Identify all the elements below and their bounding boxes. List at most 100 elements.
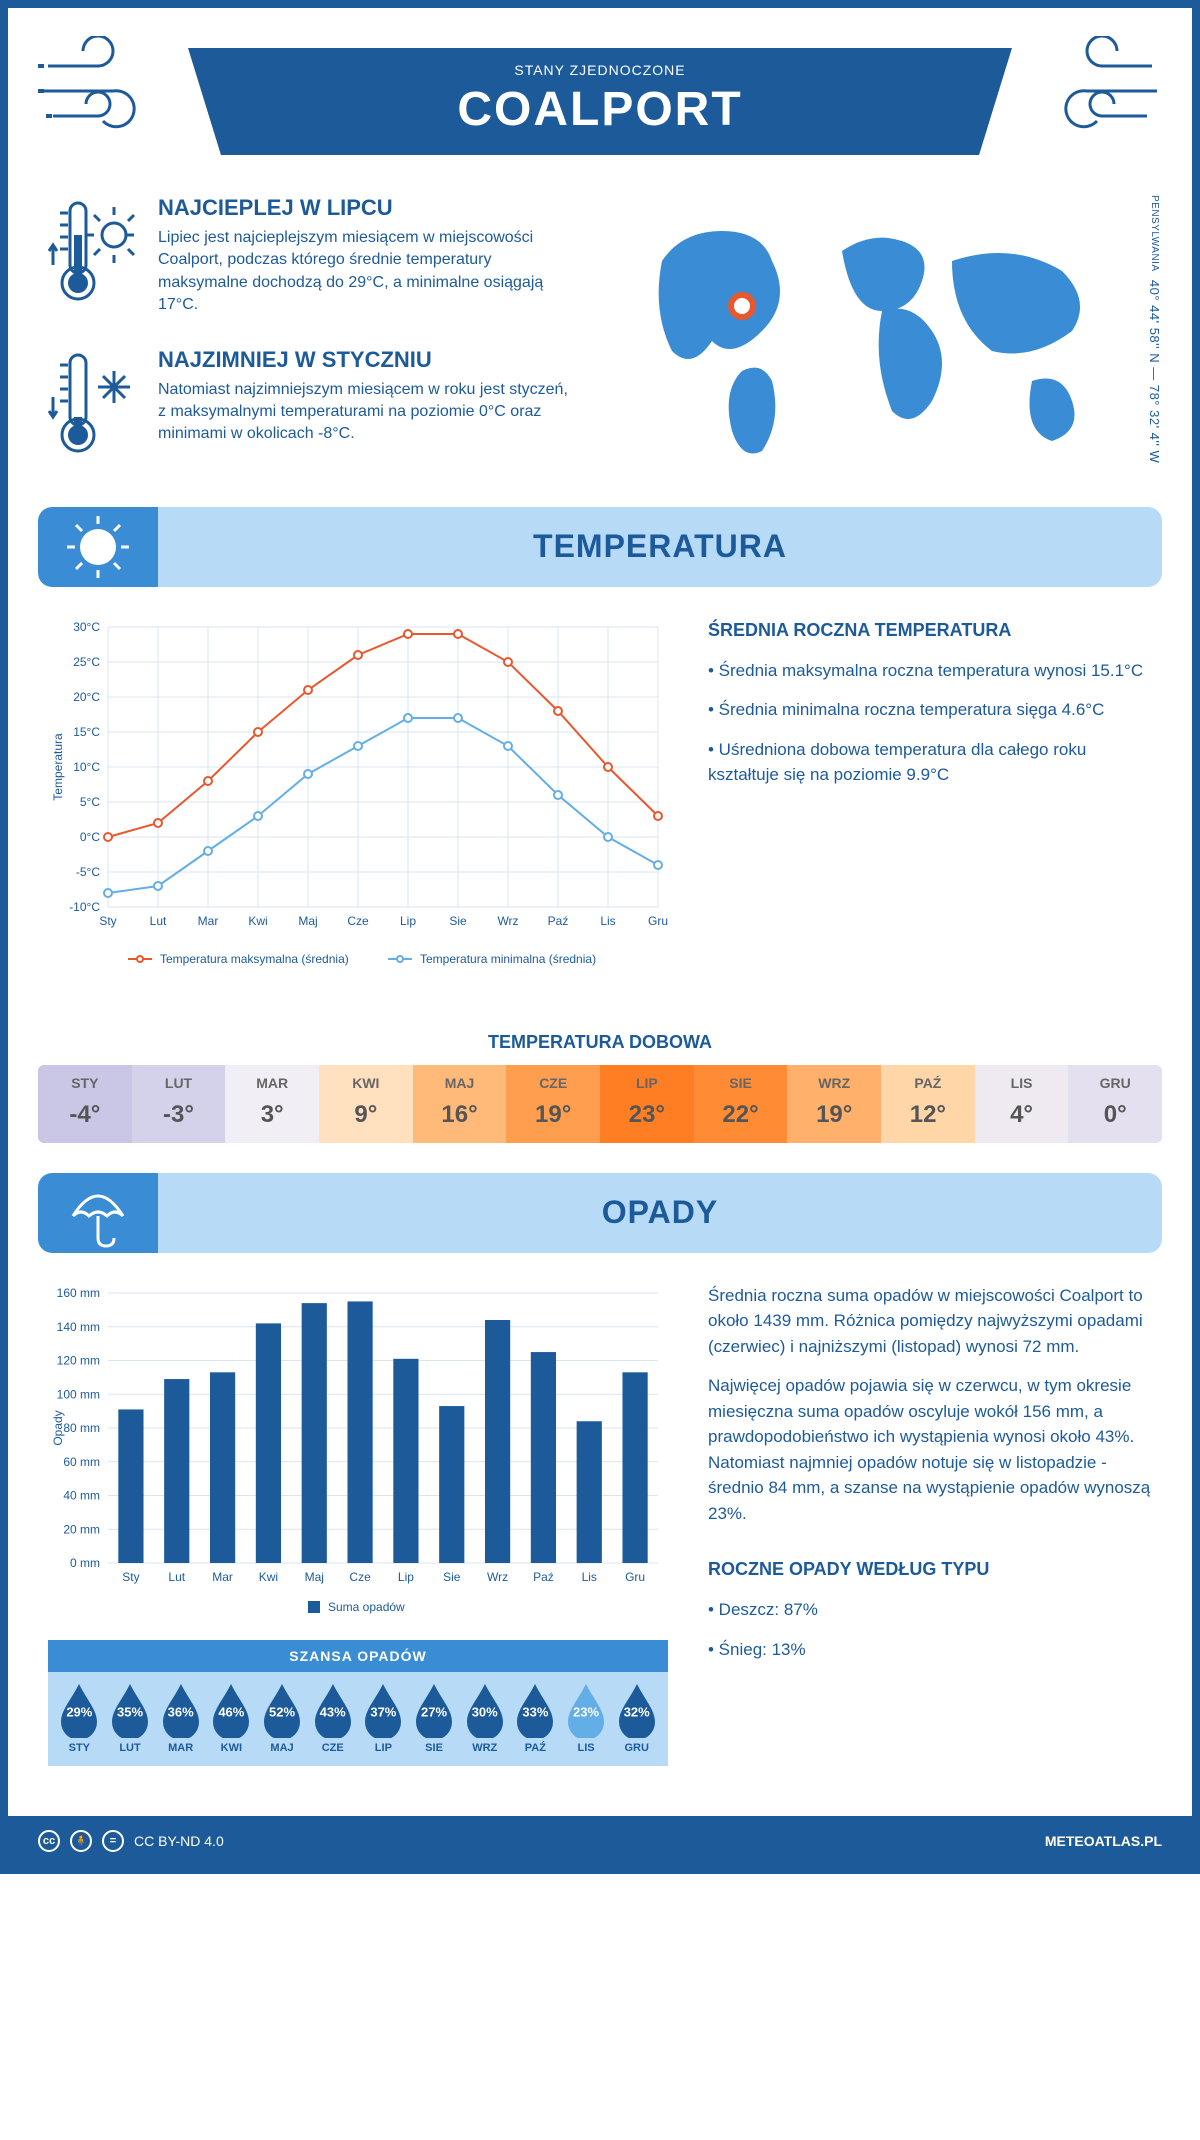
rain-chance-cell: 30%WRZ	[459, 1682, 510, 1754]
rain-chance-cell: 23%LIS	[561, 1682, 612, 1754]
precipitation-title: OPADY	[158, 1194, 1162, 1231]
daily-cell: LIP23°	[600, 1065, 694, 1143]
svg-text:Kwi: Kwi	[248, 914, 267, 928]
precip-by-type-title: ROCZNE OPADY WEDŁUG TYPU	[708, 1556, 1152, 1583]
rain-chance: SZANSA OPADÓW 29%STY35%LUT36%MAR46%KWI52…	[48, 1640, 668, 1766]
svg-text:Sie: Sie	[449, 914, 467, 928]
coordinates: PENSYLWANIA 40° 44' 58'' N — 78° 32' 4''…	[1147, 195, 1162, 463]
svg-text:Cze: Cze	[349, 1570, 371, 1584]
rain-chance-cell: 37%LIP	[358, 1682, 409, 1754]
svg-text:Lut: Lut	[168, 1570, 185, 1584]
license-text: CC BY-ND 4.0	[134, 1833, 224, 1849]
fact-hot-title: NAJCIEPLEJ W LIPCU	[158, 195, 578, 221]
svg-text:Wrz: Wrz	[497, 914, 518, 928]
svg-text:Lut: Lut	[150, 914, 167, 928]
rain-chance-cell: 32%GRU	[611, 1682, 662, 1754]
svg-text:Kwi: Kwi	[259, 1570, 278, 1584]
rain-chance-title: SZANSA OPADÓW	[48, 1640, 668, 1672]
svg-text:10°C: 10°C	[73, 760, 100, 774]
daily-cell: GRU0°	[1068, 1065, 1162, 1143]
fact-hot: NAJCIEPLEJ W LIPCU Lipiec jest najcieple…	[48, 195, 602, 317]
daily-cell: SIE22°	[694, 1065, 788, 1143]
temperature-line-chart: -10°C -5°C 0°C 5°C 10°C 15°C 20°C 25°C 30°C Sty Lu…	[48, 617, 668, 977]
license-block: cc 🧍 = CC BY-ND 4.0	[38, 1830, 224, 1852]
temperature-title: TEMPERATURA	[158, 528, 1162, 565]
precip-by-type-1: • Śnieg: 13%	[708, 1637, 1152, 1663]
svg-text:Sie: Sie	[443, 1570, 461, 1584]
daily-cell: WRZ19°	[787, 1065, 881, 1143]
svg-text:Gru: Gru	[625, 1570, 645, 1584]
page: COALPORT STANY ZJEDNOCZONE	[0, 0, 1200, 1874]
fact-hot-text: Lipiec jest najcieplejszym miesiącem w m…	[158, 227, 578, 317]
svg-text:-10°C: -10°C	[69, 900, 100, 914]
umbrella-icon	[63, 1178, 133, 1248]
svg-text:Maj: Maj	[305, 1570, 324, 1584]
svg-text:Lis: Lis	[600, 914, 615, 928]
svg-text:100 mm: 100 mm	[57, 1387, 100, 1401]
svg-text:Opady: Opady	[51, 1410, 65, 1445]
svg-text:Wrz: Wrz	[487, 1570, 508, 1584]
thermometer-cold-icon	[48, 347, 138, 457]
svg-text:Paź: Paź	[533, 1570, 554, 1584]
wind-icon	[1032, 36, 1162, 146]
intro-section: NAJCIEPLEJ W LIPCU Lipiec jest najcieple…	[8, 155, 1192, 507]
svg-text:5°C: 5°C	[80, 795, 100, 809]
svg-text:60 mm: 60 mm	[63, 1454, 100, 1468]
temp-summary-0: • Średnia maksymalna roczna temperatura …	[708, 658, 1152, 684]
svg-text:Lip: Lip	[398, 1570, 414, 1584]
daily-temp-title: TEMPERATURA DOBOWA	[8, 1032, 1192, 1053]
svg-text:Cze: Cze	[347, 914, 369, 928]
temperature-body: -10°C -5°C 0°C 5°C 10°C 15°C 20°C 25°C 30°C Sty Lu…	[8, 587, 1192, 1012]
svg-text:140 mm: 140 mm	[57, 1319, 100, 1333]
svg-text:80 mm: 80 mm	[63, 1421, 100, 1435]
cc-icon: cc	[38, 1830, 60, 1852]
daily-cell: PAŹ12°	[881, 1065, 975, 1143]
svg-text:0°C: 0°C	[80, 830, 100, 844]
daily-cell: MAJ16°	[413, 1065, 507, 1143]
daily-cell: KWI9°	[319, 1065, 413, 1143]
svg-text:Gru: Gru	[648, 914, 668, 928]
fact-cold-title: NAJZIMNIEJ W STYCZNIU	[158, 347, 578, 373]
precipitation-bar-chart: 0 mm20 mm40 mm60 mm80 mm100 mm120 mm140 …	[48, 1283, 668, 1623]
svg-text:0 mm: 0 mm	[70, 1556, 100, 1570]
fact-cold-text: Natomiast najzimniejszym miesiącem w rok…	[158, 379, 578, 446]
svg-text:Temperatura maksymalna (średni: Temperatura maksymalna (średnia)	[160, 952, 349, 966]
daily-temp-table: STY-4°LUT-3°MAR3°KWI9°MAJ16°CZE19°LIP23°…	[38, 1065, 1162, 1143]
precipitation-body: 0 mm20 mm40 mm60 mm80 mm100 mm120 mm140 …	[8, 1253, 1192, 1796]
precip-by-type-0: • Deszcz: 87%	[708, 1597, 1152, 1623]
daily-cell: MAR3°	[225, 1065, 319, 1143]
svg-text:25°C: 25°C	[73, 655, 100, 669]
svg-text:Suma opadów: Suma opadów	[328, 1600, 405, 1614]
nd-icon: =	[102, 1830, 124, 1852]
footer: cc 🧍 = CC BY-ND 4.0 METEOATLAS.PL	[8, 1816, 1192, 1866]
daily-cell: CZE19°	[506, 1065, 600, 1143]
svg-text:40 mm: 40 mm	[63, 1488, 100, 1502]
precipitation-header: OPADY	[38, 1173, 1162, 1253]
rain-chance-cell: 27%SIE	[409, 1682, 460, 1754]
daily-cell: STY-4°	[38, 1065, 132, 1143]
svg-text:20°C: 20°C	[73, 690, 100, 704]
city-title: COALPORT	[188, 82, 1012, 137]
svg-text:15°C: 15°C	[73, 725, 100, 739]
rain-chance-cell: 29%STY	[54, 1682, 105, 1754]
svg-text:Lis: Lis	[582, 1570, 597, 1584]
svg-text:Sty: Sty	[122, 1570, 139, 1584]
svg-text:Maj: Maj	[298, 914, 317, 928]
svg-text:20 mm: 20 mm	[63, 1522, 100, 1536]
thermometer-hot-icon	[48, 195, 138, 305]
temp-summary-1: • Średnia minimalna roczna temperatura s…	[708, 697, 1152, 723]
rain-chance-cell: 33%PAŹ	[510, 1682, 561, 1754]
svg-text:30°C: 30°C	[73, 620, 100, 634]
rain-chance-cell: 43%CZE	[307, 1682, 358, 1754]
svg-text:Lip: Lip	[400, 914, 416, 928]
rain-chance-cell: 35%LUT	[105, 1682, 156, 1754]
precip-text-2: Najwięcej opadów pojawia się w czerwcu, …	[708, 1373, 1152, 1526]
svg-text:Sty: Sty	[99, 914, 116, 928]
header-band: COALPORT STANY ZJEDNOCZONE	[188, 48, 1012, 155]
daily-cell: LIS4°	[975, 1065, 1069, 1143]
world-map-icon	[632, 211, 1112, 471]
sun-icon	[63, 512, 133, 582]
temp-summary-title: ŚREDNIA ROCZNA TEMPERATURA	[708, 617, 1152, 644]
svg-text:-5°C: -5°C	[76, 865, 100, 879]
temperature-header: TEMPERATURA	[38, 507, 1162, 587]
